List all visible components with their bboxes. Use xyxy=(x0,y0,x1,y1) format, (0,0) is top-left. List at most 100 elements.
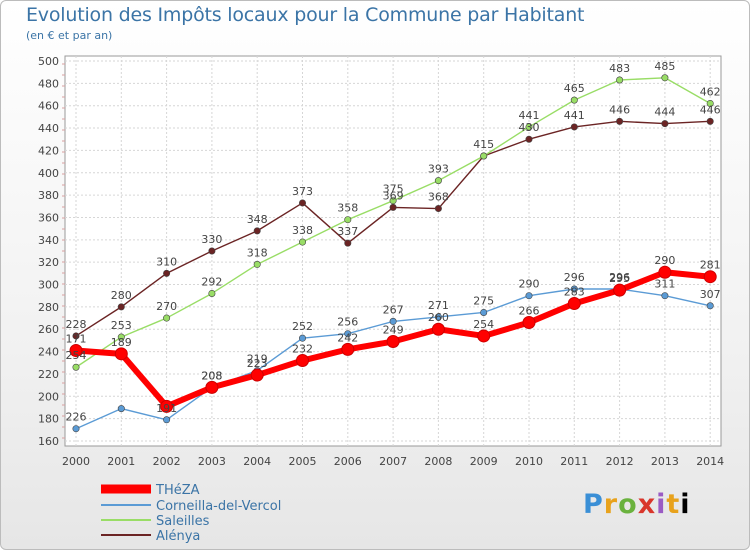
x-tick-label: 2010 xyxy=(515,455,543,468)
data-point xyxy=(480,152,488,160)
data-point xyxy=(117,303,125,311)
y-tick-label: 280 xyxy=(38,301,59,314)
data-label: 253 xyxy=(111,319,132,332)
data-point xyxy=(344,330,352,338)
data-point xyxy=(658,265,672,279)
chart-title: Evolution des Impôts locaux pour la Comm… xyxy=(26,4,585,26)
y-tick-label: 400 xyxy=(38,167,59,180)
data-label: 373 xyxy=(292,185,313,198)
data-point xyxy=(344,216,352,224)
data-point xyxy=(72,332,80,340)
data-label: 462 xyxy=(700,85,721,98)
data-label: 228 xyxy=(66,318,87,331)
data-label: 223 xyxy=(247,357,268,370)
data-point xyxy=(616,117,624,125)
data-point xyxy=(480,308,488,316)
x-tick-label: 2001 xyxy=(107,455,135,468)
y-tick-label: 320 xyxy=(38,256,59,269)
data-point xyxy=(706,99,714,107)
data-label: 242 xyxy=(337,331,358,344)
data-label: 254 xyxy=(473,318,494,331)
data-label: 430 xyxy=(519,121,540,134)
data-label: 311 xyxy=(654,278,675,291)
data-point xyxy=(389,317,397,325)
data-point xyxy=(661,292,669,300)
x-tick-label: 2013 xyxy=(651,455,679,468)
data-label: 290 xyxy=(519,278,540,291)
x-tick-label: 2004 xyxy=(243,455,271,468)
y-tick-label: 200 xyxy=(38,390,59,403)
data-point xyxy=(296,354,309,368)
data-label: 444 xyxy=(654,106,675,119)
data-label: 338 xyxy=(292,224,313,237)
data-label: 252 xyxy=(292,320,313,333)
data-point xyxy=(163,269,171,277)
data-point xyxy=(250,368,264,382)
proxiti-logo: Proxiti xyxy=(583,489,691,520)
data-point xyxy=(298,238,306,246)
x-tick-label: 2007 xyxy=(379,455,407,468)
x-tick-label: 2014 xyxy=(696,455,724,468)
y-tick-label: 380 xyxy=(38,189,59,202)
data-label: 310 xyxy=(156,255,177,268)
data-point xyxy=(163,416,171,424)
y-tick-label: 440 xyxy=(38,122,59,135)
data-point xyxy=(431,322,445,336)
data-point xyxy=(208,289,216,297)
data-point xyxy=(341,342,355,356)
data-label: 292 xyxy=(201,275,222,288)
data-point xyxy=(613,283,627,297)
x-tick-label: 2012 xyxy=(606,455,634,468)
data-point xyxy=(298,334,306,342)
data-point xyxy=(570,123,578,131)
data-label: 260 xyxy=(428,311,449,324)
data-label: 330 xyxy=(201,233,222,246)
data-label: 393 xyxy=(428,163,449,176)
data-label: 368 xyxy=(428,191,449,204)
data-point xyxy=(706,302,714,310)
data-point xyxy=(205,380,219,394)
data-label: 295 xyxy=(609,272,630,285)
data-point xyxy=(434,177,442,185)
data-point xyxy=(163,314,171,322)
data-label: 171 xyxy=(66,332,87,345)
data-label: 446 xyxy=(700,103,721,116)
data-label: 275 xyxy=(473,294,494,307)
data-point xyxy=(525,292,533,300)
data-point xyxy=(253,227,261,235)
data-point xyxy=(114,347,128,361)
data-point xyxy=(570,285,578,293)
data-label: 283 xyxy=(564,286,585,299)
data-point xyxy=(389,203,397,211)
x-tick-label: 2011 xyxy=(560,455,588,468)
data-label: 219 xyxy=(247,353,268,366)
data-point xyxy=(661,74,669,82)
data-label: 189 xyxy=(111,336,132,349)
y-tick-label: 420 xyxy=(38,144,59,157)
data-point xyxy=(525,123,533,131)
data-label: 191 xyxy=(156,402,177,415)
data-point xyxy=(117,333,125,341)
data-point xyxy=(706,117,714,125)
data-point xyxy=(72,425,80,433)
data-label: 271 xyxy=(428,299,449,312)
data-label: 446 xyxy=(609,103,630,116)
data-label: 296 xyxy=(609,271,630,284)
data-label: 254 xyxy=(66,349,87,362)
chart-subtitle: (en € et par an) xyxy=(26,29,113,42)
data-point xyxy=(570,96,578,104)
x-tick-label: 2000 xyxy=(62,455,90,468)
data-label: 375 xyxy=(383,183,404,196)
y-tick-label: 480 xyxy=(38,77,59,90)
x-tick-label: 2003 xyxy=(198,455,226,468)
data-point xyxy=(298,199,306,207)
x-tick-label: 2006 xyxy=(334,455,362,468)
data-label: 208 xyxy=(201,369,222,382)
data-label: 226 xyxy=(66,411,87,424)
data-label: 337 xyxy=(337,225,358,238)
data-label: 441 xyxy=(564,109,585,122)
y-tick-label: 360 xyxy=(38,211,59,224)
data-point xyxy=(567,297,581,311)
